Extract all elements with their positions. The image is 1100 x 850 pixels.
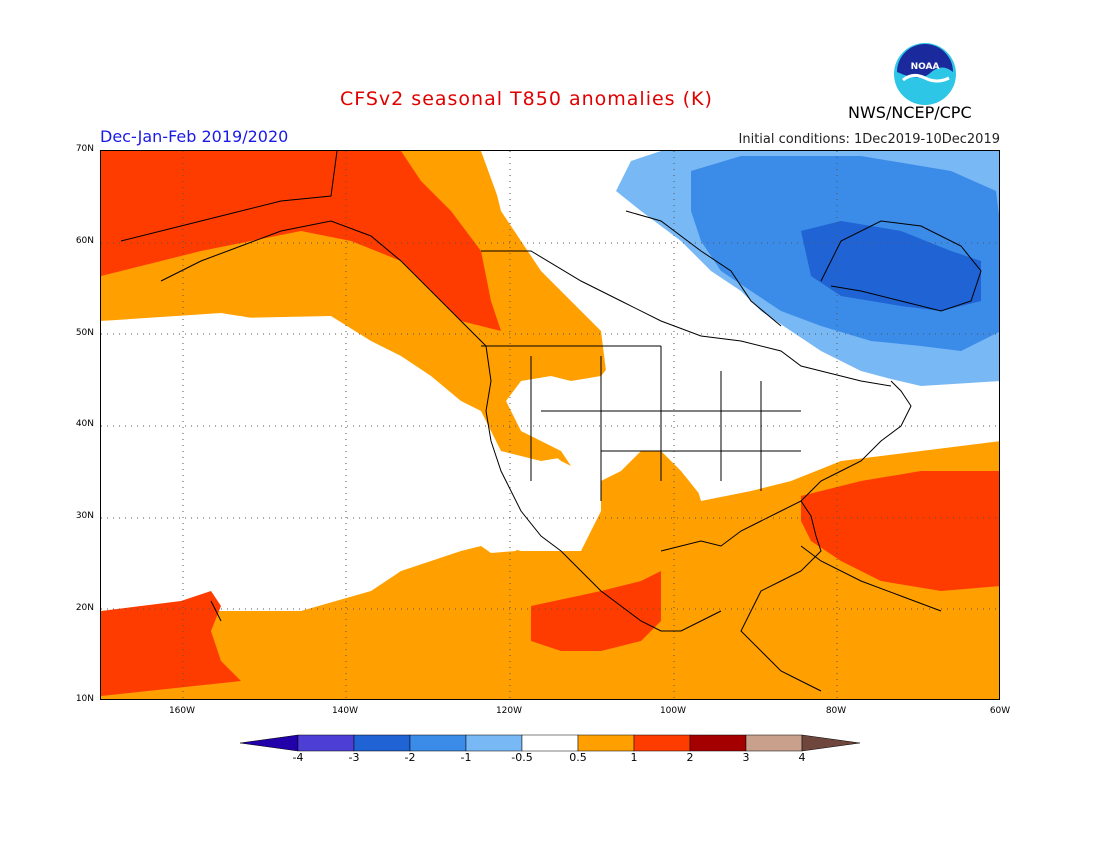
colorbar-swatch — [745, 734, 803, 752]
colorbar-label: -2 — [404, 751, 416, 764]
central-na-neutral-zone — [481, 151, 999, 496]
lon-label: 60W — [989, 706, 1011, 716]
colorbar-swatch — [801, 734, 861, 752]
lat-label: 10N — [75, 694, 94, 704]
coastlines — [120, 151, 982, 692]
colorbar-label: -1 — [460, 751, 472, 764]
colorbar-swatch — [353, 734, 411, 752]
lat-label: 60N — [75, 236, 94, 246]
lon-label: 100W — [659, 706, 687, 716]
colorbar-swatch — [465, 734, 523, 752]
colorbar-swatch — [689, 734, 747, 752]
anomaly-map — [100, 150, 1000, 700]
lon-label: 160W — [168, 706, 196, 716]
colorbar-swatch — [521, 734, 579, 752]
colorbar-label: -4 — [292, 751, 304, 764]
colorbar — [239, 734, 862, 756]
map-canvas — [101, 151, 999, 699]
lat-label: 30N — [75, 511, 94, 521]
logo-text: NOAA — [911, 62, 940, 72]
colorbar-label: -3 — [348, 751, 360, 764]
colorbar-label: 1 — [630, 751, 638, 764]
colorbar-swatch — [409, 734, 467, 752]
noaa-logo-icon: NOAA — [893, 42, 957, 106]
colorbar-label: 3 — [742, 751, 750, 764]
colorbar-swatches — [239, 734, 861, 752]
agency-label: NWS/NCEP/CPC — [848, 103, 972, 122]
colorbar-label: 2 — [686, 751, 694, 764]
lon-label: 140W — [331, 706, 359, 716]
colorbar-label: -0.5 — [511, 751, 533, 764]
season-label: Dec-Jan-Feb 2019/2020 — [100, 127, 289, 146]
anomaly-fill-1-to-2 — [101, 151, 999, 696]
lon-label: 80W — [825, 706, 847, 716]
colorbar-swatch — [239, 734, 299, 752]
colorbar-swatch — [297, 734, 355, 752]
colorbar-swatch — [577, 734, 635, 752]
lat-label: 50N — [75, 328, 94, 338]
colorbar-label: 4 — [798, 751, 806, 764]
lon-label: 120W — [495, 706, 523, 716]
lat-label: 40N — [75, 419, 94, 429]
lat-label: 70N — [75, 144, 94, 154]
colorbar-label: 0.5 — [569, 751, 587, 764]
lat-label: 20N — [75, 603, 94, 613]
lat-lon-grid — [101, 151, 999, 699]
initial-conditions-label: Initial conditions: 1Dec2019-10Dec2019 — [738, 132, 1000, 147]
colorbar-swatch — [633, 734, 691, 752]
map-title: CFSv2 seasonal T850 anomalies (K) — [340, 88, 713, 110]
